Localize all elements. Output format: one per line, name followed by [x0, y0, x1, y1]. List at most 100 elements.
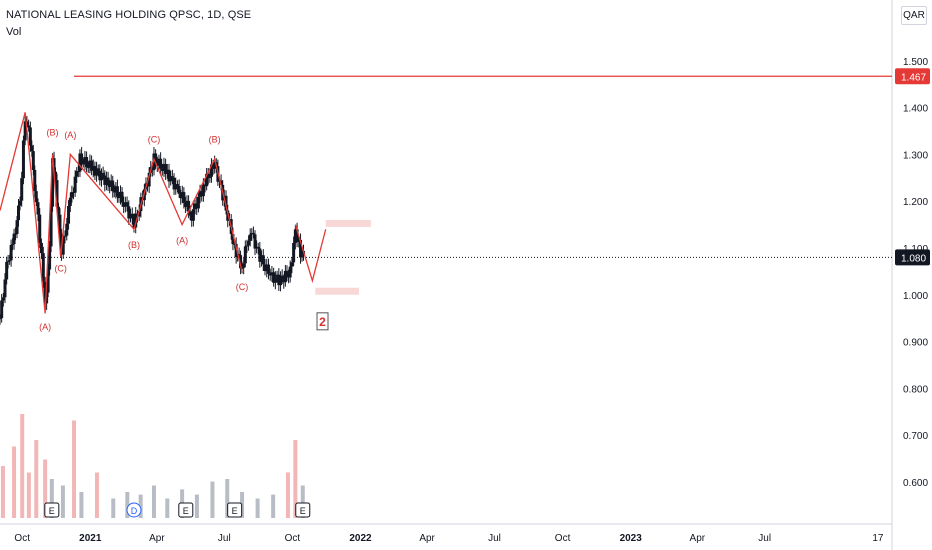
- candle-body: [172, 177, 176, 190]
- time-tick-label: Apr: [149, 533, 165, 544]
- candle-body: [5, 261, 9, 280]
- candle-body: [200, 191, 204, 197]
- candle-body: [263, 264, 267, 272]
- candle-body: [165, 169, 169, 174]
- candle-body: [167, 169, 171, 182]
- candle-body: [75, 171, 79, 177]
- candle-body: [96, 168, 100, 171]
- wave-line: [294, 224, 327, 284]
- candle-body: [20, 178, 24, 201]
- candle-body: [239, 255, 243, 269]
- candle-body: [81, 163, 85, 165]
- candle-body: [112, 191, 116, 193]
- event-marker-label: E: [300, 506, 306, 516]
- candle-body: [30, 145, 34, 152]
- candle-body: [129, 213, 133, 219]
- candle-body: [208, 176, 212, 179]
- candle-body: [243, 246, 247, 264]
- candle-body: [152, 153, 156, 171]
- candle-body: [80, 153, 84, 164]
- resistance-price-label: 1.467: [901, 72, 926, 83]
- candle-body: [285, 270, 289, 276]
- candle-body: [248, 234, 252, 241]
- candle-body: [12, 233, 16, 245]
- candle-body: [95, 168, 99, 176]
- candle-body: [188, 211, 192, 216]
- candle-body: [157, 158, 161, 166]
- candle-body: [283, 270, 287, 283]
- candle-body: [213, 162, 217, 169]
- candle-body: [196, 196, 200, 209]
- candle-body: [147, 172, 151, 187]
- wave-lines: [0, 112, 327, 314]
- candle-body: [46, 269, 50, 293]
- candle-body: [155, 163, 159, 166]
- volume-bar: [60, 485, 65, 518]
- candle-body: [287, 275, 291, 278]
- candle-body: [101, 172, 105, 176]
- candle-body: [266, 264, 270, 274]
- volume-bar: [138, 494, 143, 518]
- price-axis: 1.5001.4001.3001.2001.1001.0000.9000.800…: [895, 57, 930, 489]
- candle-body: [125, 202, 129, 207]
- price-tick-label: 1.200: [903, 197, 928, 208]
- currency-button[interactable]: QAR: [901, 6, 927, 25]
- wave-label: (B): [47, 128, 59, 138]
- candle-body: [33, 169, 37, 192]
- event-marker-label: E: [49, 506, 55, 516]
- candle-body: [293, 229, 297, 243]
- candle-body: [119, 191, 123, 198]
- candle-body: [253, 234, 257, 249]
- candle-body: [237, 254, 241, 256]
- time-tick-label: Jul: [488, 533, 501, 544]
- candle-body: [15, 220, 19, 234]
- volume-bar: [0, 466, 5, 518]
- candle-body: [203, 184, 207, 187]
- time-tick-label: Oct: [285, 533, 301, 544]
- volume-bar: [26, 472, 31, 518]
- candle-body: [179, 193, 183, 199]
- candle-body: [265, 264, 269, 272]
- candle-body: [73, 176, 77, 193]
- candle-body: [170, 176, 174, 178]
- event-marker-label: E: [232, 506, 238, 516]
- wave-count-box: [316, 312, 329, 331]
- wave-label: (A): [64, 130, 76, 140]
- wave-line: [0, 112, 243, 314]
- time-axis: Oct 2021 Apr Jul Oct 2022 Apr Jul Oct 2023 Apr Jul 1…: [14, 533, 884, 544]
- candle-body: [36, 202, 40, 215]
- time-tick-label: Oct: [14, 533, 30, 544]
- volume-bar: [49, 479, 54, 518]
- candle-body: [134, 213, 138, 228]
- resistance-price-tag: [895, 68, 930, 85]
- earnings-marker: [295, 502, 311, 518]
- candle-body: [297, 239, 301, 242]
- candle-body: [65, 223, 69, 236]
- candle-body: [146, 183, 150, 187]
- candle-body: [258, 248, 262, 262]
- candle-body: [175, 184, 179, 186]
- candle-body: [0, 300, 4, 319]
- candle-body: [108, 185, 112, 187]
- candle-body: [295, 229, 299, 242]
- candle-body: [63, 235, 67, 237]
- candle-body: [211, 164, 215, 169]
- candle-body: [250, 232, 254, 235]
- candle-body: [127, 206, 131, 219]
- candle-body: [90, 160, 94, 171]
- candle-body: [191, 209, 195, 221]
- candle-body: [193, 203, 197, 210]
- earnings-marker: [227, 502, 243, 518]
- wave-labels: (A) (B) (C) (A) (B) (C) (A) (B) (C) 2: [39, 128, 329, 332]
- candle-body: [256, 246, 260, 249]
- price-lines: [0, 75, 892, 258]
- candle-body: [195, 203, 199, 209]
- time-tick-label: Oct: [555, 533, 571, 544]
- candle-body: [56, 206, 60, 215]
- volume-bar: [111, 498, 116, 518]
- candle-body: [48, 246, 52, 270]
- candle-body: [55, 180, 59, 207]
- volume-bar: [285, 472, 290, 518]
- candle-body: [31, 151, 35, 170]
